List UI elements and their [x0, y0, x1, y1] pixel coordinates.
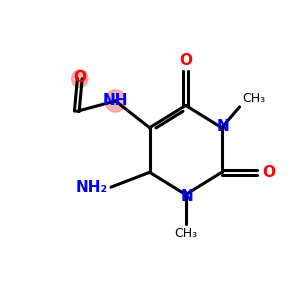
Text: O: O — [262, 165, 275, 180]
Text: NH: NH — [103, 94, 128, 109]
Text: CH₃: CH₃ — [174, 227, 197, 240]
Text: O: O — [73, 70, 86, 85]
Ellipse shape — [72, 70, 88, 88]
Text: N: N — [181, 189, 194, 204]
Text: O: O — [179, 53, 192, 68]
Text: NH₂: NH₂ — [76, 180, 108, 195]
Text: CH₃: CH₃ — [242, 92, 266, 105]
Text: N: N — [217, 119, 230, 134]
Ellipse shape — [105, 90, 126, 112]
